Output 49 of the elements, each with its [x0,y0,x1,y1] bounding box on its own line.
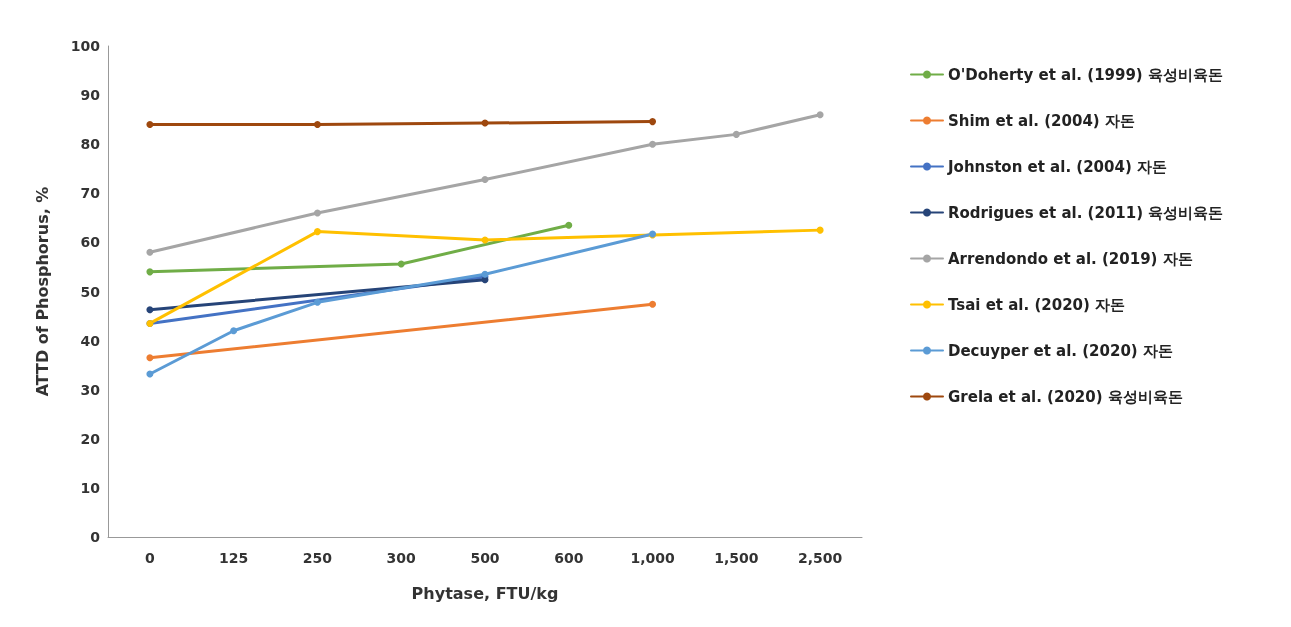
x-tick-label: 250 [302,550,333,566]
point [313,121,321,129]
point [649,140,657,148]
x-tick-label: 300 [386,550,417,566]
y-tick-label: 50 [80,283,101,300]
x-axis-title: Phytase, FTU/kg [411,583,559,603]
y-tick-label: 100 [70,38,101,54]
x-tick-label: 1,000 [630,550,675,566]
x-tick-label: 600 [554,550,584,566]
point [816,226,824,234]
y-tick-label: 60 [80,234,101,251]
legend-label: Rodrigues et al. (2011) 육성비육돈 [948,203,1224,222]
point [146,306,154,314]
y-tick-label: 80 [80,136,101,153]
point [481,176,489,184]
y-axis-title: ATTD of Phosphorus, % [32,186,52,397]
legend-label: Decuyper et al. (2020) 자돈 [948,341,1173,360]
point [146,121,154,129]
y-tick-label: 90 [80,87,101,104]
y-tick-label: 20 [80,430,101,447]
point [649,300,657,308]
x-tick-label: 125 [219,550,249,566]
point [313,298,321,306]
y-tick-label: 40 [80,332,101,349]
point [146,354,154,362]
point [230,327,238,335]
x-tick-label: 0 [145,550,156,566]
point [649,118,657,126]
legend-label: Johnston et al. (2004) 자돈 [947,157,1167,176]
y-tick-label: 0 [90,529,101,545]
x-tick-label: 1,500 [714,550,759,566]
point [816,111,824,119]
legend-label: Grela et al. (2020) 육성비육돈 [948,387,1183,406]
legend-label: Arrendondo et al. (2019) 자돈 [948,249,1193,268]
x-tick-label: 500 [470,550,500,566]
y-tick-label: 30 [80,381,101,398]
y-tick-label: 10 [80,479,101,496]
point [313,209,321,217]
point [146,248,154,256]
legend-label: Tsai et al. (2020) 자돈 [948,295,1126,314]
point [397,260,405,268]
legend-label: Shim et al. (2004) 자돈 [948,111,1135,130]
point [732,130,740,138]
point [313,228,321,236]
y-tick-label: 70 [80,185,101,202]
point [565,221,573,229]
point [146,268,154,276]
x-tick-label: 2,500 [797,550,843,566]
legend-label: O'Doherty et al. (1999) 육성비육돈 [948,65,1223,84]
